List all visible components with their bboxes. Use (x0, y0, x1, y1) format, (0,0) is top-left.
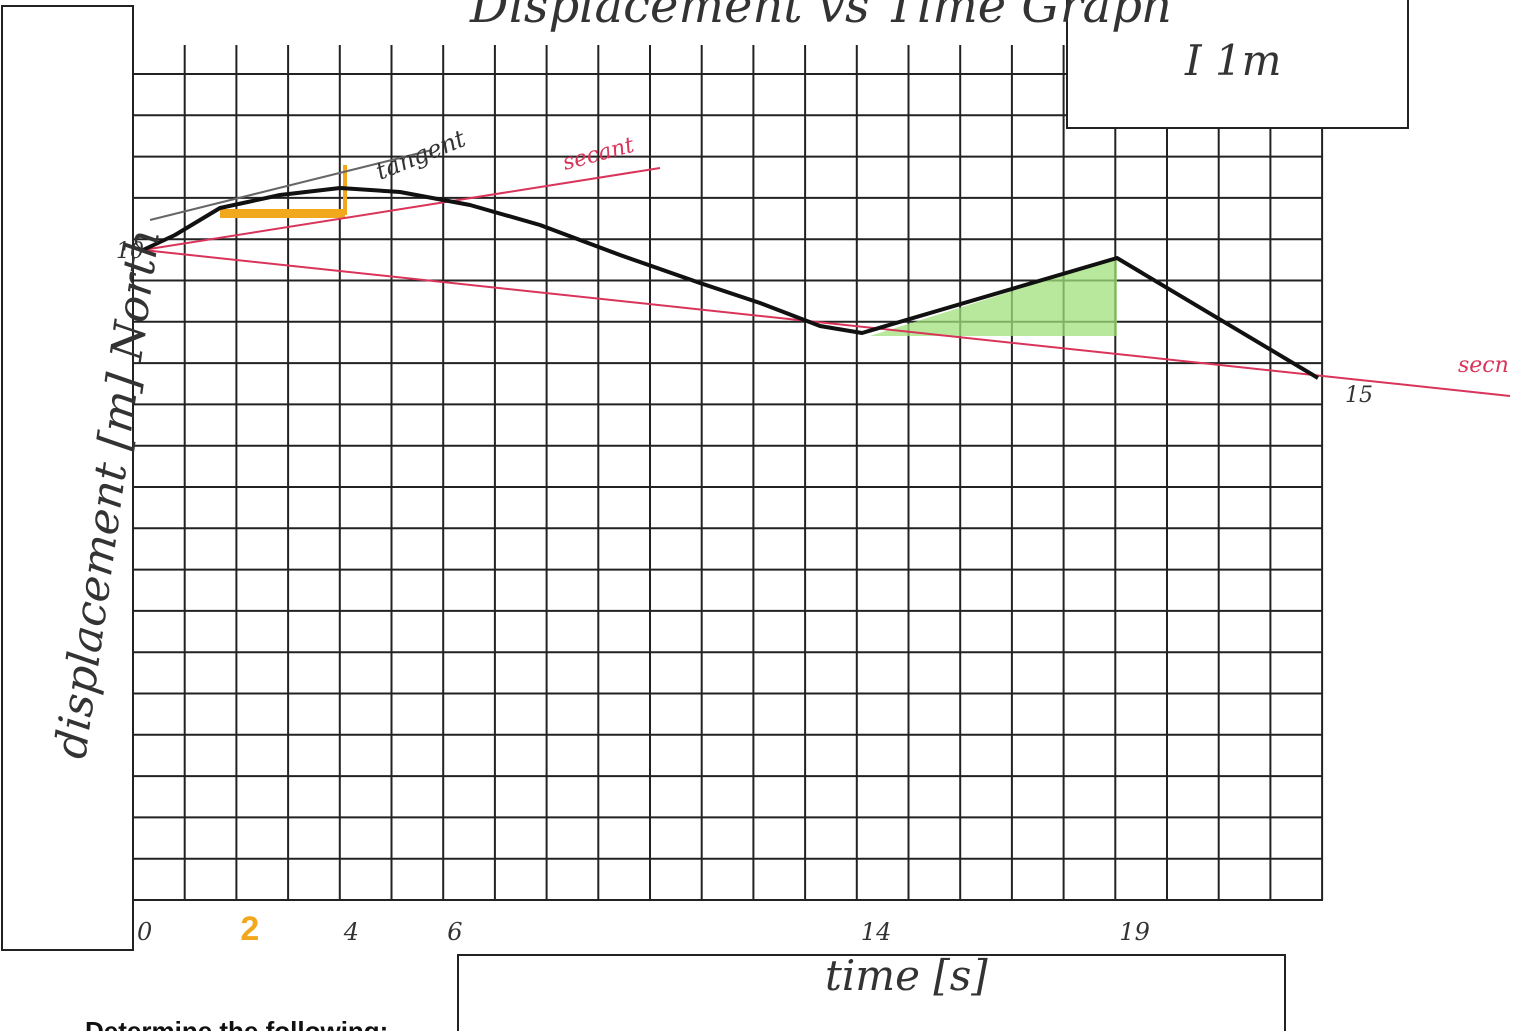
orange-highlight (220, 209, 345, 218)
worksheet: Displacement vs Time Graph I 1m displace… (0, 0, 1515, 1031)
secant-line (143, 250, 1510, 396)
x-tick-label: 14 (861, 918, 892, 946)
x-axis-label: time [s] (825, 951, 988, 1000)
instruction: Determine the following: (85, 1016, 388, 1031)
page: {"worksheet": { "title": "Displacement v… (0, 0, 1515, 1031)
end-label: 15 (1345, 383, 1373, 408)
y-tick-label: 10 (116, 239, 144, 264)
x-tick-label: 6 (447, 918, 462, 946)
x-tick-label: 0 (137, 918, 152, 946)
annotation: tangent (372, 124, 470, 185)
x-tick-label: 4 (343, 918, 359, 946)
annotation: secn (1458, 353, 1509, 378)
x-tick-label: 19 (1119, 918, 1150, 946)
scale-note: I 1m (1184, 36, 1282, 85)
title: Displacement vs Time Graph (469, 0, 1173, 34)
x-tick-labels: 0 2 4 6 14 19 (137, 910, 1150, 948)
x-tick-label: 2 (240, 910, 259, 948)
graph-grid (133, 45, 1323, 900)
